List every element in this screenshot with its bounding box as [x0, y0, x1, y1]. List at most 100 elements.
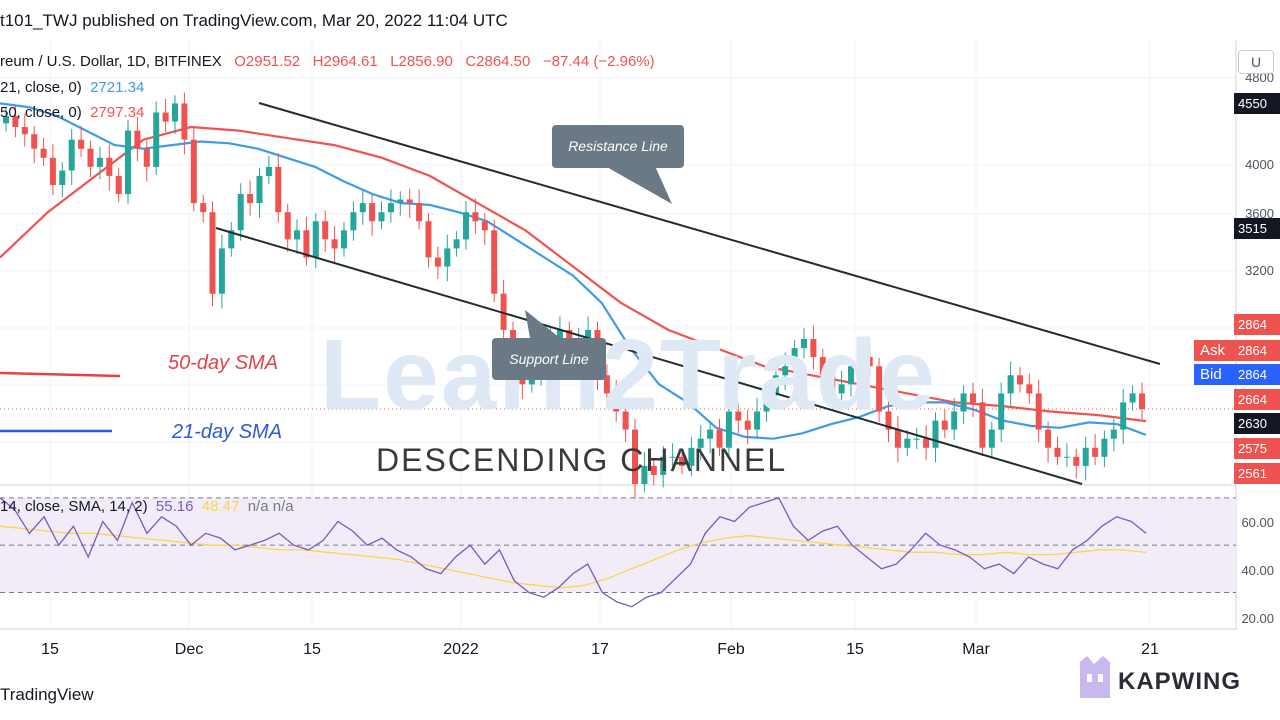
candle-body — [265, 166, 272, 176]
sma21-legend[interactable]: 21, close, 0) 2721.34 — [0, 79, 144, 96]
tradingview-footer: TradingView — [0, 685, 94, 704]
candle-body — [669, 456, 676, 458]
x-label-5: Feb — [717, 641, 745, 658]
rsi-legend[interactable]: 14, close, SMA, 14, 2) 55.16 48.47 n/a n… — [0, 498, 294, 515]
candle-body — [331, 239, 338, 249]
rsi-ma-line — [0, 525, 1147, 589]
candle-body — [1092, 447, 1099, 457]
kapwing-logo-icon — [1080, 656, 1110, 698]
x-label-8: 21 — [1141, 641, 1159, 658]
candle-body — [49, 157, 56, 185]
candle-body — [1120, 402, 1127, 430]
candle-body — [369, 203, 376, 222]
candle-body — [1139, 393, 1145, 409]
ohlc-change: −87.44 (−2.96%) — [542, 53, 655, 70]
sma21-legend-label: 21, close, 0) — [0, 79, 82, 96]
candle-body — [904, 438, 911, 448]
candle-body — [87, 148, 94, 167]
candle-body — [1082, 447, 1089, 466]
candle-body — [951, 411, 958, 430]
candle-body — [913, 438, 920, 440]
candle-body — [725, 411, 732, 448]
candle-body — [40, 148, 47, 158]
candle-body — [218, 248, 225, 294]
candle-body — [162, 112, 169, 122]
candle-body — [1110, 429, 1117, 439]
candle-body — [463, 212, 469, 240]
support-callout-pointer — [525, 310, 560, 338]
candle-body — [1026, 384, 1033, 394]
sma21-label: 21-day SMA — [172, 421, 283, 443]
candle-body — [819, 357, 826, 376]
ohlc-close: C2864.50 — [465, 53, 531, 70]
candle-body — [181, 103, 188, 140]
watermark: Learn2Trade — [320, 319, 937, 431]
candle-body — [12, 116, 19, 127]
candle-body — [359, 203, 366, 213]
candle-body — [876, 366, 883, 412]
candle-body — [1045, 429, 1052, 448]
candle-body — [78, 139, 85, 149]
ask-label: Ask — [1194, 340, 1234, 361]
candle-body — [1017, 375, 1023, 385]
candle-body — [688, 447, 695, 466]
sma50-line — [0, 125, 1147, 423]
candle-body — [829, 375, 836, 394]
candle-body — [106, 157, 113, 176]
candle-body — [491, 230, 498, 294]
candle-body — [500, 293, 507, 330]
x-label-1: Dec — [174, 641, 204, 658]
candle-body — [444, 248, 451, 267]
candle-body — [143, 148, 150, 167]
candle-body — [556, 330, 563, 340]
candle-body — [284, 212, 291, 240]
candle-body — [970, 393, 976, 403]
candle-body — [31, 134, 38, 149]
bid-label: Bid — [1194, 364, 1234, 385]
candle-body — [472, 212, 479, 222]
publish-header: t101_TWJ published on TradingView.com, M… — [0, 11, 508, 30]
candle-body — [622, 411, 629, 430]
candle-body — [585, 330, 592, 340]
resistance-trendline — [258, 102, 1161, 365]
candle-body — [172, 103, 178, 122]
price-label-3: 3200 — [1245, 263, 1274, 278]
candle-body — [754, 411, 761, 430]
candle-body — [397, 199, 404, 204]
kapwing-wordmark: KAPWING — [1118, 668, 1241, 695]
candle-body — [68, 139, 75, 171]
price-box-2561: 2561 — [1234, 463, 1280, 484]
x-label-4: 17 — [591, 641, 609, 658]
price-label-2: 3600 — [1245, 206, 1274, 221]
candle-body — [3, 116, 9, 124]
candle-body — [772, 375, 779, 394]
candle-body — [613, 393, 620, 412]
candle-body — [716, 429, 723, 448]
sma50-legend-label: 50, close, 0) — [0, 104, 82, 121]
sma50-label: 50-day SMA — [168, 352, 279, 374]
candle-body — [312, 221, 319, 258]
candle-body — [1101, 438, 1108, 457]
candle-body — [425, 221, 432, 258]
candle-body — [960, 393, 967, 412]
rsi-label-40: 40.00 — [1241, 563, 1274, 578]
x-label-7: Mar — [962, 641, 990, 658]
candle-body — [866, 357, 873, 367]
candle-body — [988, 429, 995, 448]
candle-body — [1007, 375, 1014, 394]
sma50-legend[interactable]: 50, close, 0) 2797.34 — [0, 104, 144, 121]
candle-body — [200, 203, 207, 213]
price-scale-unit-button[interactable]: U — [1238, 50, 1274, 74]
candle-body — [791, 348, 798, 367]
price-box-2575: 2575 — [1234, 438, 1280, 459]
candle-body — [59, 170, 66, 185]
candle-body — [322, 221, 329, 240]
rsi-na: n/a n/a — [247, 498, 294, 515]
x-label-0: 15 — [41, 641, 59, 658]
sma50-legend-value: 2797.34 — [90, 104, 145, 121]
candle-body — [894, 429, 901, 448]
descending-channel-title: DESCENDING CHANNEL — [376, 442, 788, 478]
candle-body — [341, 230, 347, 249]
resistance-callout-pointer — [605, 166, 672, 204]
